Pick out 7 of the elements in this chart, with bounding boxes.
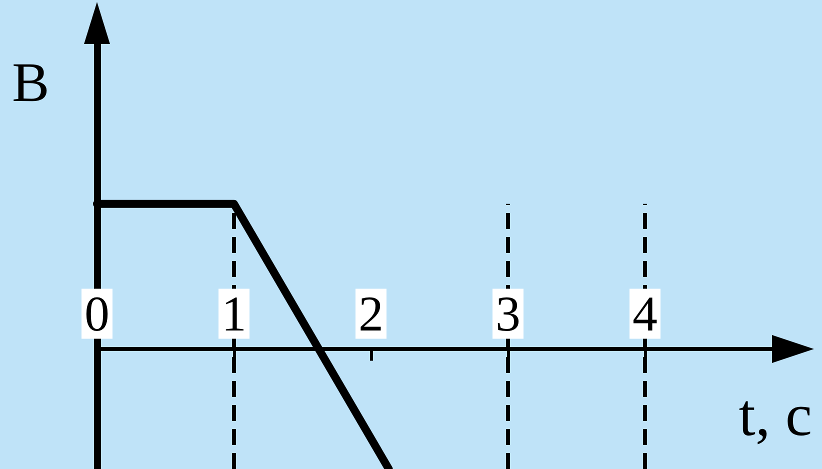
x-axis-title: t, c [738, 382, 812, 448]
x-tick-label: 0 [84, 286, 110, 342]
x-tick-label: 4 [632, 286, 658, 342]
x-tick-label: 2 [358, 286, 384, 342]
x-tick-label: 1 [222, 286, 246, 342]
y-axis-title: B [12, 52, 50, 114]
x-tick-label: 3 [496, 286, 520, 342]
